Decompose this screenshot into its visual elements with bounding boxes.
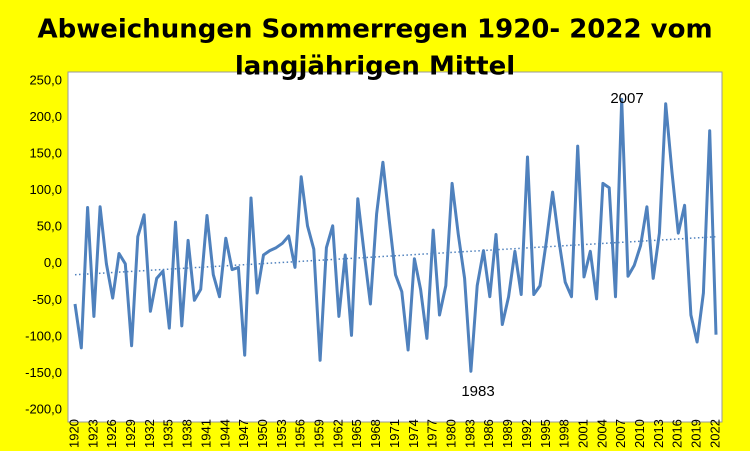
x-tick-label: 2013: [651, 419, 666, 448]
x-tick-label: 2019: [689, 419, 704, 448]
annotation: 1983: [461, 383, 494, 400]
x-tick-label: 1926: [104, 419, 119, 448]
x-tick-label: 1932: [142, 419, 157, 448]
y-tick-label: -150,0: [25, 365, 62, 380]
y-tick-label: 100,0: [29, 182, 62, 197]
x-tick-label: 2016: [670, 419, 685, 448]
x-tick-label: 1998: [557, 419, 572, 448]
x-tick-label: 1962: [330, 419, 345, 448]
y-tick-label: 250,0: [29, 72, 62, 87]
y-tick-label: 0,0: [44, 255, 62, 270]
x-tick-label: 1950: [255, 419, 270, 448]
y-tick-label: 150,0: [29, 146, 62, 161]
x-tick-label: 1995: [538, 419, 553, 448]
x-tick-label: 1986: [481, 419, 496, 448]
x-tick-label: 1977: [425, 419, 440, 448]
x-tick-label: 1989: [500, 419, 515, 448]
x-tick-label: 2001: [575, 419, 590, 448]
y-tick-label: -200,0: [25, 401, 62, 416]
x-tick-label: 2022: [707, 419, 722, 448]
chart-title: langjährigen Mittel: [235, 52, 515, 82]
x-tick-label: 1965: [349, 419, 364, 448]
annotation: 2007: [610, 90, 643, 107]
x-tick-label: 2010: [632, 419, 647, 448]
x-tick-label: 1971: [387, 419, 402, 448]
x-tick-label: 2004: [594, 419, 609, 448]
x-tick-label: 1929: [123, 419, 138, 448]
x-tick-label: 1980: [443, 419, 458, 448]
y-tick-label: 50,0: [37, 219, 62, 234]
trend-line: [74, 235, 717, 276]
x-tick-label: 1920: [66, 419, 81, 448]
chart-title: Abweichungen Sommerregen 1920- 2022 vom: [37, 15, 712, 45]
x-tick-label: 1968: [368, 419, 383, 448]
x-tick-label: 1947: [236, 419, 251, 448]
x-tick-label: 2007: [613, 419, 628, 448]
x-tick-label: 1935: [161, 419, 176, 448]
y-tick-label: -50,0: [32, 292, 62, 307]
x-tick-label: 1983: [462, 419, 477, 448]
x-tick-label: 1992: [519, 419, 534, 448]
x-tick-label: 1938: [180, 419, 195, 448]
y-tick-label: 200,0: [29, 109, 62, 124]
x-tick-label: 1953: [274, 419, 289, 448]
x-tick-label: 1944: [217, 419, 232, 448]
x-tick-label: 1941: [198, 419, 213, 448]
x-tick-label: 1923: [85, 419, 100, 448]
data-line: [73, 97, 718, 373]
x-tick-label: 1956: [293, 419, 308, 448]
x-tick-label: 1959: [312, 419, 327, 448]
y-tick-label: -100,0: [25, 328, 62, 343]
x-tick-label: 1974: [406, 419, 421, 448]
